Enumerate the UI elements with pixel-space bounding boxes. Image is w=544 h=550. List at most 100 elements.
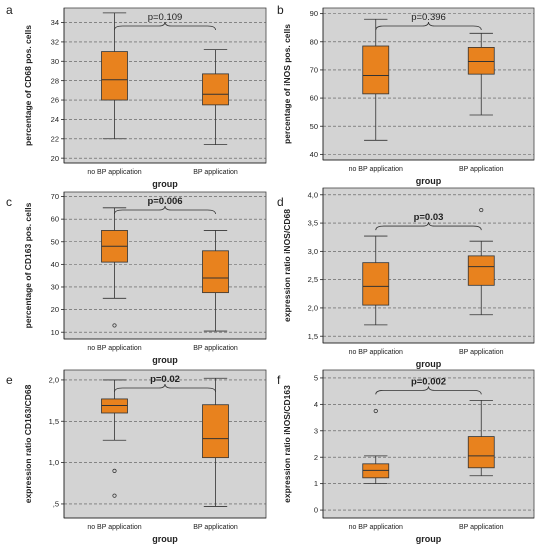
panel-e: e ,5 1,0 1,5 2,0 no BP application BP applicat… — [6, 369, 267, 544]
y-tick-label: 1,5 — [308, 332, 318, 341]
x-axis-title: group — [416, 534, 442, 544]
y-tick-label: 30 — [51, 57, 59, 66]
y-tick-label: 2,0 — [49, 376, 59, 385]
x-category-label: BP application — [193, 524, 238, 531]
outlier-point — [373, 408, 378, 414]
box-no-bp — [101, 379, 128, 498]
p-value-label: p=0.03 — [414, 212, 444, 223]
x-category-label: no BP application — [349, 349, 403, 356]
x-category-label: no BP application — [87, 169, 141, 176]
panel-f: f 0 1 2 3 4 5 no BP application BP application gr… — [277, 369, 535, 544]
p-value-label: p=0.396 — [411, 12, 446, 23]
panel-a: a 20 22 24 26 28 30 32 34 no BP application BP app… — [6, 3, 267, 189]
y-tick-label: 3,5 — [308, 219, 318, 228]
x-category-label: BP application — [193, 169, 238, 176]
iqr-box — [202, 250, 229, 294]
y-tick-label: 4,0 — [308, 190, 318, 199]
p-value-label: p=0.109 — [148, 12, 183, 23]
p-value-label: p=0.02 — [150, 374, 180, 385]
y-axis-title: expression ratio CD163/CD68 — [23, 384, 33, 503]
box-bp — [202, 49, 229, 145]
iqr-box — [101, 51, 128, 101]
significance-brace — [114, 21, 216, 31]
y-tick-label: 80 — [310, 37, 318, 46]
plot-area — [322, 187, 535, 344]
panel-c: c 10 20 30 40 50 60 70 no BP application BP appli… — [6, 191, 267, 365]
x-category-label: BP application — [193, 345, 238, 352]
p-value-label: p=0.002 — [411, 376, 446, 387]
iqr-box — [362, 45, 390, 95]
significance-brace — [114, 205, 216, 215]
y-axis-title: expression ratio iNOS/CD68 — [282, 209, 292, 322]
x-axis-title: group — [152, 355, 178, 365]
y-tick-label: ,5 — [53, 500, 59, 509]
significance-brace — [375, 21, 482, 31]
x-category-label: BP application — [459, 166, 504, 173]
box-no-bp — [101, 207, 128, 328]
x-category-label: no BP application — [349, 166, 403, 173]
panel-letter: f — [277, 373, 281, 387]
y-tick-label: 60 — [310, 94, 318, 103]
y-tick-label: 3,0 — [308, 247, 318, 256]
iqr-box — [362, 262, 390, 306]
y-tick-label: 2,5 — [308, 275, 318, 284]
y-tick-label: 70 — [310, 66, 318, 75]
plot-area — [63, 369, 267, 519]
y-axis-title: percentage of CD163 pos. cells — [23, 202, 33, 328]
y-tick-label: 1,0 — [49, 458, 59, 467]
y-tick-label: 2,0 — [308, 304, 318, 313]
y-tick-label: 1 — [314, 479, 318, 488]
box-bp — [202, 230, 229, 332]
x-category-label: BP application — [459, 349, 504, 356]
y-tick-label: 20 — [51, 154, 59, 163]
iqr-box — [202, 73, 229, 106]
box-no-bp — [362, 408, 390, 485]
y-tick-label: 30 — [51, 283, 59, 292]
box-no-bp — [101, 12, 128, 140]
iqr-box — [467, 436, 495, 469]
plot-area — [63, 7, 267, 164]
y-axis-title: percentage of CD68 pos. cells — [23, 25, 33, 146]
y-axis-title: expression ratio iNOS/CD163 — [282, 385, 292, 503]
y-tick-label: 5 — [314, 374, 318, 383]
x-axis-title: group — [416, 359, 442, 369]
plot-area — [322, 369, 535, 519]
panel-letter: a — [6, 3, 13, 17]
x-axis-title: group — [152, 534, 178, 544]
iqr-box — [467, 255, 495, 286]
plot-area — [322, 7, 535, 161]
y-tick-label: 40 — [51, 260, 59, 269]
box-bp — [467, 207, 495, 316]
y-tick-label: 10 — [51, 328, 59, 337]
y-tick-label: 26 — [51, 96, 59, 105]
y-tick-label: 90 — [310, 9, 318, 18]
outlier-point — [112, 468, 117, 473]
y-tick-label: 4 — [314, 400, 318, 409]
box-no-bp — [362, 235, 390, 326]
box-bp — [467, 399, 495, 477]
y-tick-label: 40 — [310, 150, 318, 159]
outlier-point — [112, 493, 117, 498]
panel-letter: c — [6, 195, 12, 209]
y-axis-title: percentage of iNOS pos. cells — [282, 24, 292, 144]
significance-brace — [375, 386, 482, 395]
y-tick-label: 32 — [51, 38, 59, 47]
outlier-point — [479, 207, 484, 213]
p-value-label: p=0.006 — [147, 196, 182, 207]
panel-d: d 1,5 2,0 2,5 3,0 3,5 4,0 no BP application BP a… — [277, 187, 535, 369]
y-tick-label: 1,5 — [49, 417, 59, 426]
box-bp — [467, 32, 495, 116]
box-bp — [202, 377, 229, 507]
iqr-box — [202, 404, 229, 459]
y-tick-label: 28 — [51, 76, 59, 85]
y-tick-label: 2 — [314, 453, 318, 462]
y-tick-label: 20 — [51, 305, 59, 314]
x-axis-title: group — [416, 176, 442, 186]
x-category-label: no BP application — [349, 524, 403, 531]
y-tick-label: 34 — [51, 18, 59, 27]
significance-brace — [375, 222, 482, 231]
panel-letter: d — [277, 195, 284, 209]
y-tick-label: 24 — [51, 115, 59, 124]
y-tick-label: 50 — [310, 122, 318, 131]
